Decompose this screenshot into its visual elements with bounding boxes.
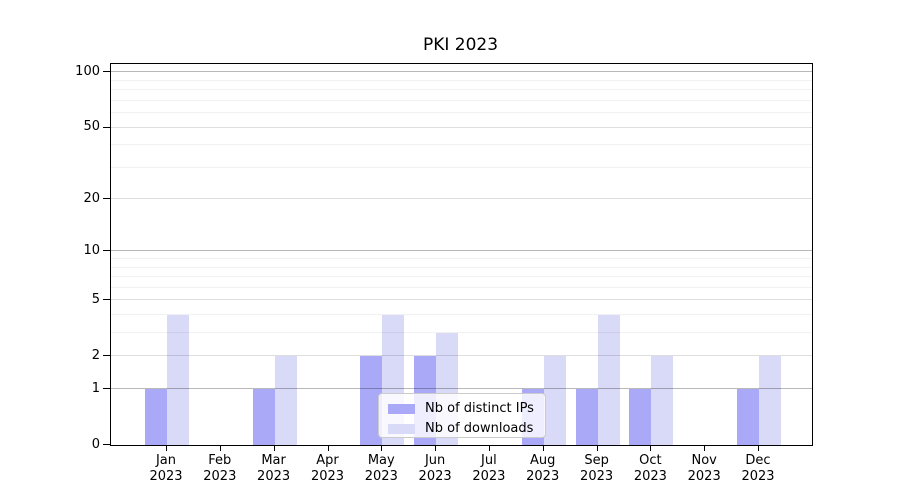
x-tick-label-jan: Jan 2023 [149,453,183,484]
chart-title: PKI 2023 [422,35,499,55]
x-tick-label-apr: Apr 2023 [310,453,345,484]
legend-label-downloads: Nb of downloads [425,421,534,436]
y-tick-label-50: 50 [83,119,100,134]
x-tick-label-aug: Aug 2023 [526,453,560,484]
minor-gridline-40 [111,144,812,146]
minor-gridline-6 [111,286,812,288]
x-tick-mark-jul [488,445,490,451]
bar-distinct-ips-may [360,356,383,445]
x-tick-label-may: May 2023 [364,453,398,484]
x-tick-label-jul: Jul 2023 [472,453,506,484]
gridline-50 [111,126,812,128]
x-tick-label-jun: Jun 2023 [418,453,452,484]
x-tick-mark-nov [704,445,706,451]
x-tick-mark-jan [166,445,167,451]
y-tick-label-5: 5 [91,291,100,307]
x-tick-mark-dec [758,445,759,451]
y-tick-label-2: 2 [91,347,100,363]
y-tick-mark-50 [103,126,110,128]
y-tick-mark-10 [103,250,110,252]
x-tick-mark-jun [435,445,437,451]
x-tick-label-mar: Mar 2023 [257,453,291,484]
minor-gridline-3 [111,332,812,334]
x-tick-mark-oct [650,445,652,451]
x-tick-label-feb: Feb 2023 [203,453,237,484]
y-tick-mark-2 [103,355,110,357]
x-tick-label-dec: Dec 2023 [741,453,775,484]
y-tick-mark-20 [103,198,110,200]
minor-gridline-7 [111,276,812,278]
minor-gridline-8 [111,266,812,268]
legend: Nb of distinct IPs Nb of downloads [378,393,546,438]
bar-downloads-sep [597,315,620,445]
y-tick-mark-100 [103,71,110,73]
minor-gridline-80 [111,89,812,91]
bar-distinct-ips-sep [575,389,598,445]
legend-item-distinct-ips: Nb of distinct IPs [388,401,536,417]
legend-item-downloads: Nb of downloads [388,421,536,437]
gridline-100 [111,71,812,73]
legend-label-distinct-ips: Nb of distinct IPs [425,401,534,416]
bar-distinct-ips-oct [629,389,652,445]
bar-downloads-aug [543,356,566,445]
y-tick-label-20: 20 [83,190,100,206]
bar-downloads-oct [651,356,674,445]
minor-gridline-60 [111,112,812,114]
x-tick-mark-aug [542,445,544,451]
x-tick-label-sep: Sep 2023 [580,453,614,484]
gridline-10 [111,250,812,252]
bar-downloads-mar [274,356,297,445]
y-tick-mark-5 [103,299,110,301]
gridline-2 [111,355,812,357]
minor-gridline-30 [111,166,812,168]
minor-gridline-90 [111,79,812,81]
x-tick-mark-sep [596,445,598,451]
bar-downloads-jan [167,315,189,445]
legend-swatch-downloads [388,424,415,434]
x-tick-label-nov: Nov 2023 [687,453,721,484]
gridline-1 [111,388,812,389]
minor-gridline-70 [111,99,812,101]
x-tick-mark-mar [273,445,275,451]
x-tick-label-oct: Oct 2023 [633,453,667,484]
y-tick-label-10: 10 [83,242,100,258]
gridline-20 [111,198,812,200]
y-tick-label-0: 0 [91,436,100,452]
y-tick-mark-1 [103,388,110,389]
legend-swatch-distinct-ips [388,404,415,414]
plot-area: Nb of distinct IPs Nb of downloads [110,63,813,446]
bar-distinct-ips-dec [737,389,760,445]
y-tick-label-100: 100 [75,63,100,79]
minor-gridline-9 [111,258,812,260]
y-tick-mark-0 [103,444,110,445]
minor-gridline-4 [111,314,812,315]
x-tick-mark-apr [327,445,329,451]
bar-distinct-ips-jan [145,389,167,445]
bar-distinct-ips-mar [252,389,275,445]
gridline-5 [111,299,812,301]
x-tick-mark-feb [219,445,221,451]
bar-downloads-dec [759,356,782,445]
y-tick-label-1: 1 [91,380,100,396]
x-tick-mark-may [381,445,383,451]
